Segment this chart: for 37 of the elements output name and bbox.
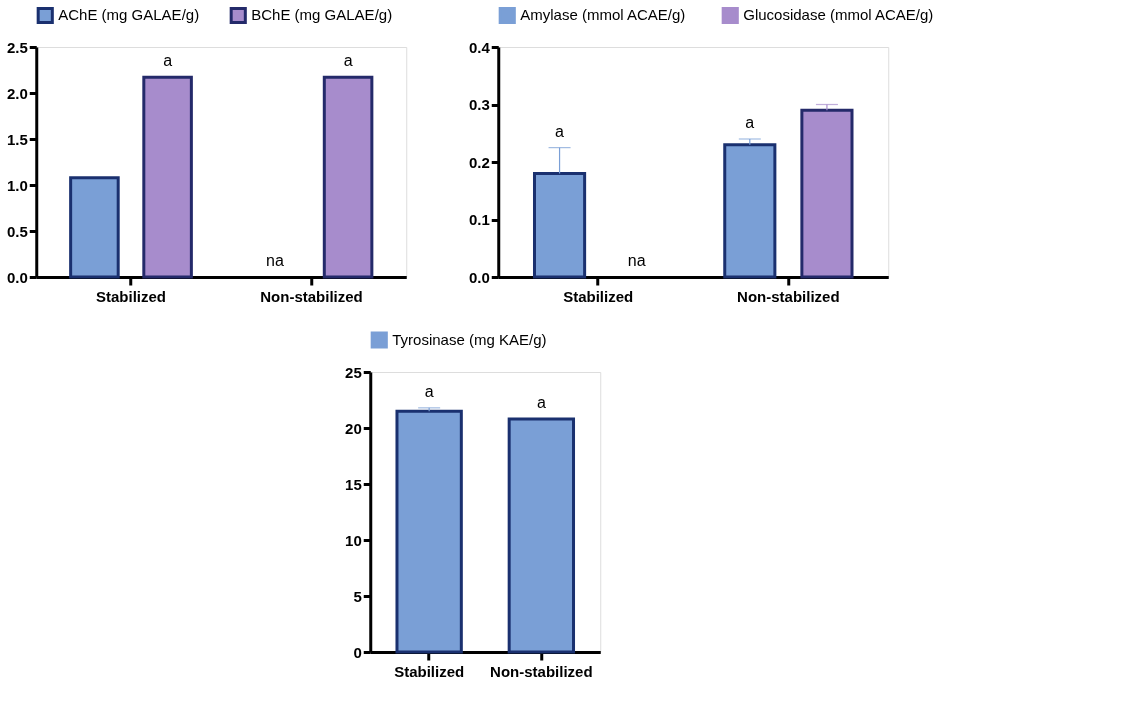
legend-label: BChE (mg GALAE/g): [251, 6, 393, 24]
x-tick-label: Non-stabilized: [737, 287, 840, 305]
y-tick-label: 2.0: [6, 84, 28, 102]
x-tick-label: Stabilized: [394, 662, 465, 680]
x-tick-label: Non-stabilized: [260, 287, 363, 305]
y-tick-label: 1.0: [6, 176, 28, 194]
y-tick-label: 10: [345, 531, 362, 549]
y-tick-label: 0.3: [468, 96, 490, 113]
y-tick-label: 0.1: [468, 211, 490, 228]
y-tick-label: 1.5: [6, 130, 28, 148]
y-tick-label: 5: [353, 587, 362, 605]
y-tick-label: 0.0: [6, 268, 28, 286]
legend-label: Tyrosinase (mg KAE/g): [392, 331, 547, 348]
data-label: a: [343, 52, 353, 70]
y-tick-label: 20: [345, 419, 362, 437]
legend-label: Glucosidase (mmol ACAE/g): [743, 6, 934, 24]
x-tick-label: Non-stabilized: [490, 662, 593, 680]
bar: [723, 143, 777, 279]
legend-label: AChE (mg GALAE/g): [58, 6, 200, 24]
y-tick-label: 25: [345, 363, 362, 381]
x-tick-label: Stabilized: [563, 287, 634, 305]
y-tick-label: 0.2: [468, 153, 490, 171]
y-tick-label: 2.5: [6, 38, 28, 56]
data-label: a: [424, 382, 434, 400]
text: na: [627, 252, 646, 269]
y-tick-label: 0.4: [468, 38, 491, 56]
legend-label: Amylase (mmol ACAE/g): [520, 6, 686, 24]
data-label: a: [163, 52, 173, 70]
x-tick-label: Stabilized: [96, 287, 167, 305]
text: na: [266, 252, 284, 269]
data-label: a: [536, 394, 546, 412]
y-tick-label: 0.5: [6, 222, 28, 240]
y-tick-label: 0.0: [468, 268, 490, 286]
y-tick-label: 15: [345, 475, 362, 493]
data-label: a: [745, 114, 755, 131]
data-label: a: [555, 122, 565, 140]
y-tick-label: 0: [353, 643, 362, 661]
